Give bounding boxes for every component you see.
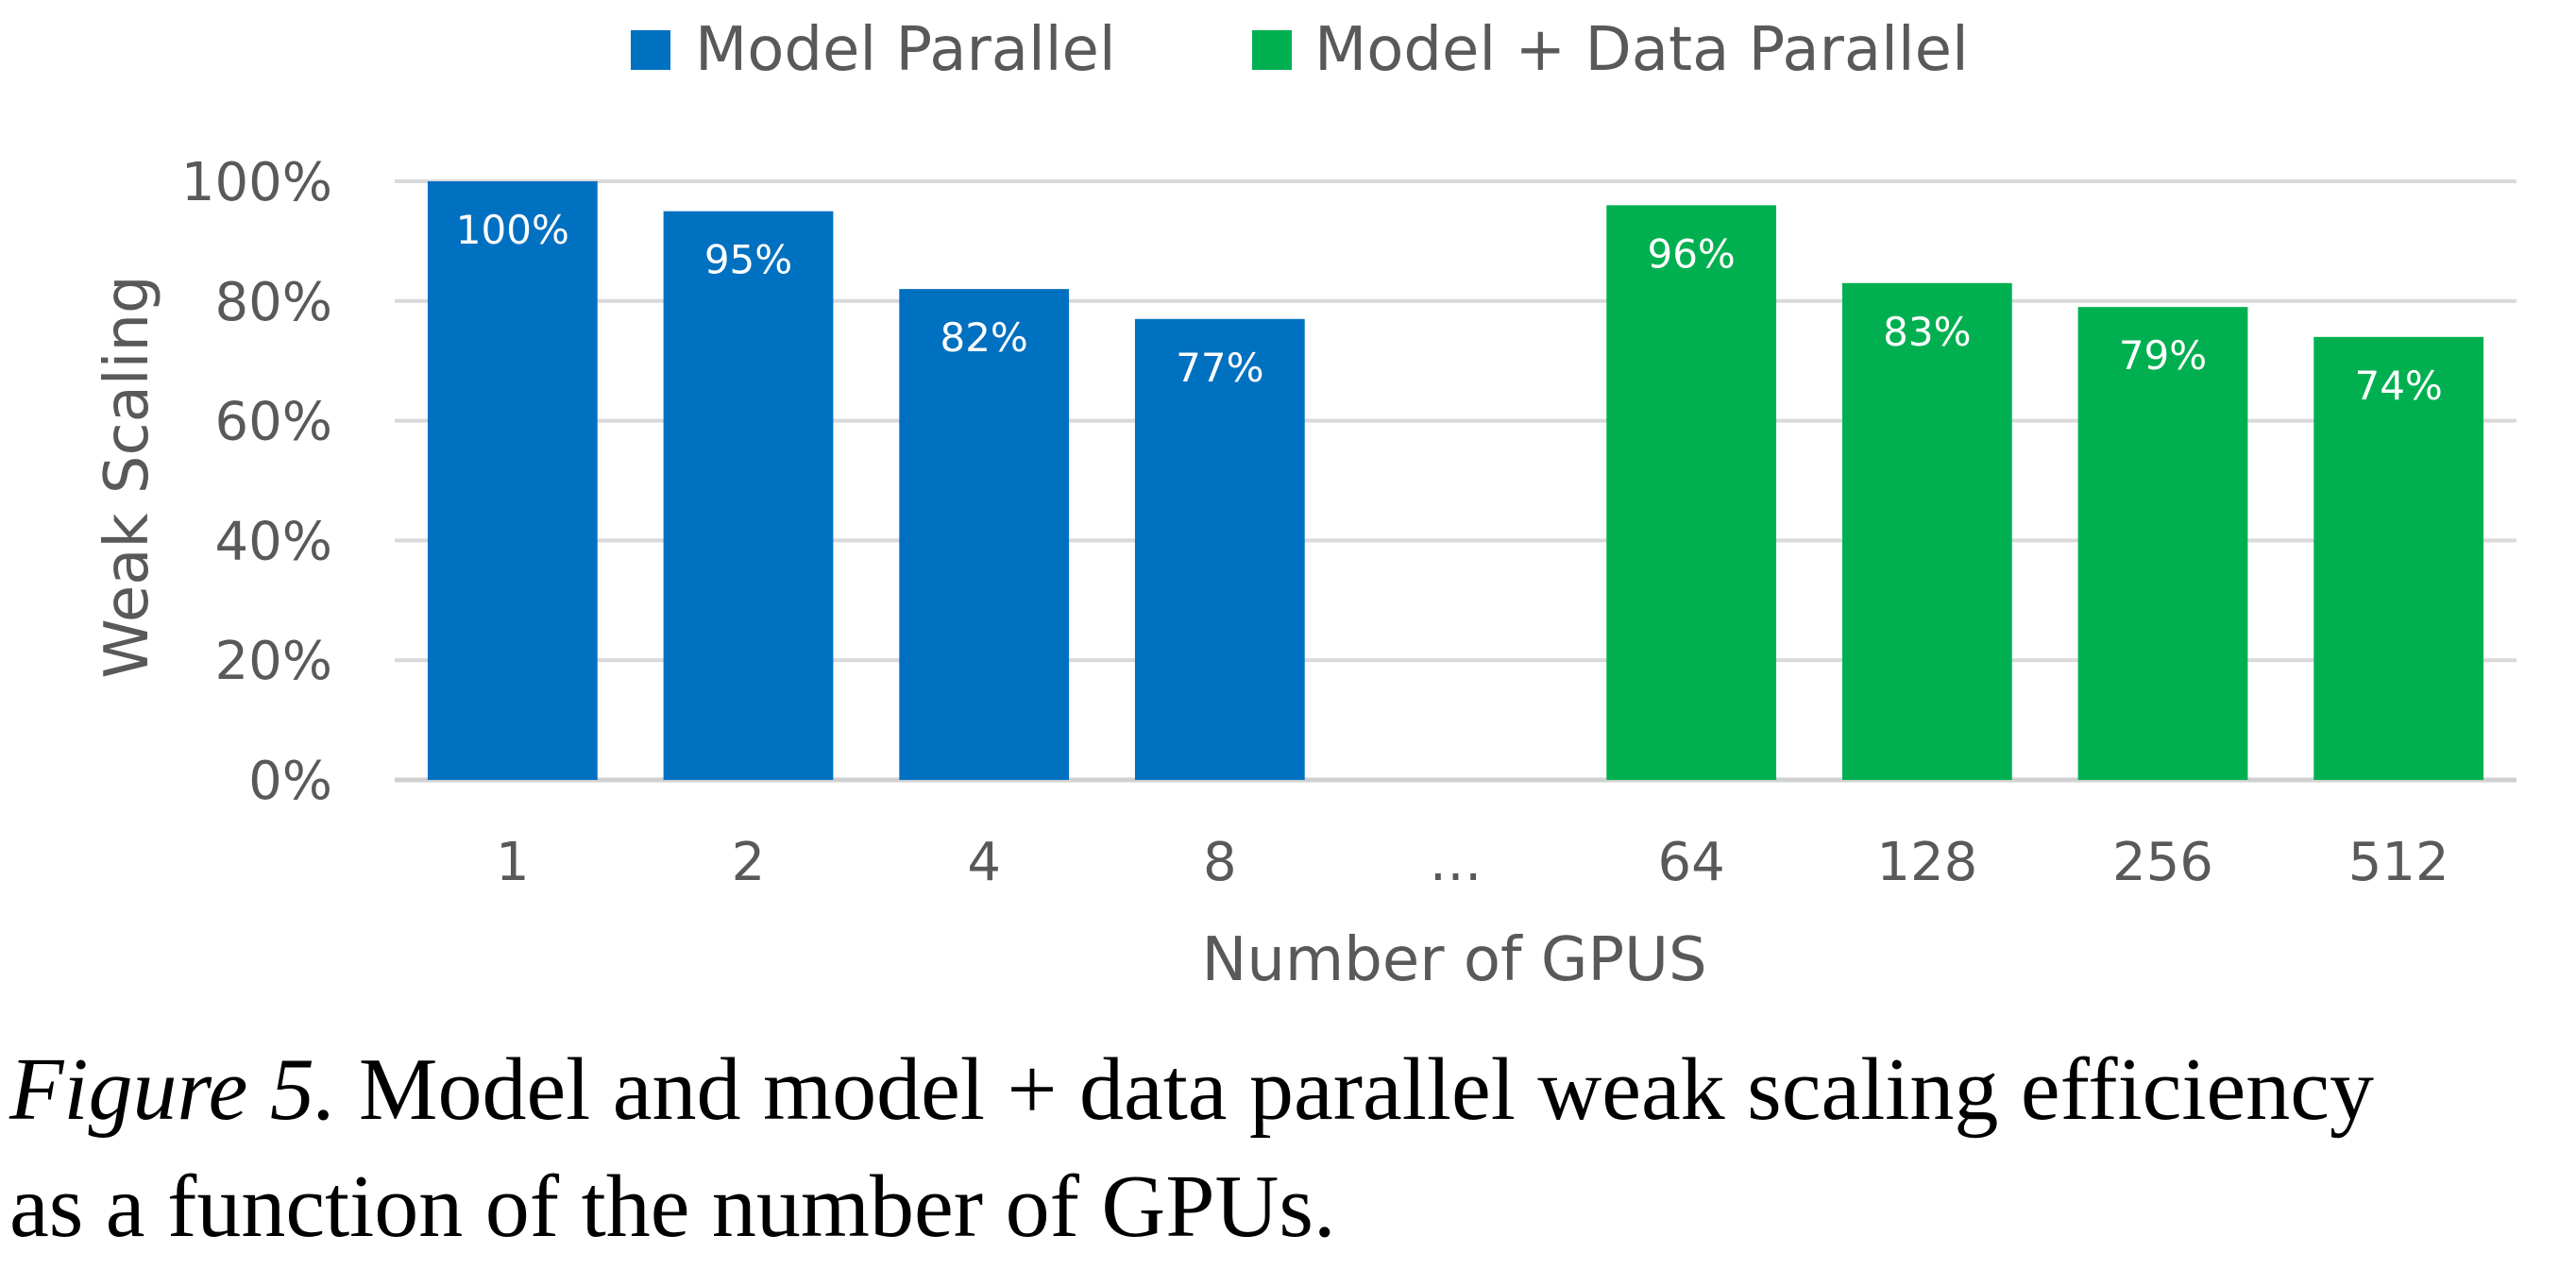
x-tick-label: 2 xyxy=(732,832,766,893)
legend-label: Model Parallel xyxy=(695,15,1116,85)
y-tick-labels: 0% 20% 40% 60% 80% 100% xyxy=(181,152,332,812)
x-tick-label: 512 xyxy=(2348,832,2449,893)
legend-swatch xyxy=(631,30,670,70)
y-tick-label: 60% xyxy=(215,392,332,453)
weak-scaling-chart: 100%95%82%77%96%83%79%74% 0%20%40%60%80%… xyxy=(93,15,2517,995)
y-axis-title: Weak Scaling xyxy=(93,275,162,678)
data-label: 79% xyxy=(2119,332,2207,379)
bar xyxy=(1606,205,1777,781)
x-tick-label: 8 xyxy=(1203,832,1237,893)
x-tick-label: 1 xyxy=(496,832,530,893)
legend-label: Model + Data Parallel xyxy=(1314,15,1969,85)
data-label: 83% xyxy=(1883,309,1971,355)
x-tick-label: 4 xyxy=(967,832,1001,893)
bar xyxy=(899,289,1070,780)
data-label: 96% xyxy=(1647,230,1735,277)
data-label: 74% xyxy=(2354,363,2442,409)
x-tick-label: 256 xyxy=(2112,832,2213,893)
y-tick-label: 80% xyxy=(215,272,332,333)
data-label: 95% xyxy=(704,237,792,283)
caption-line-2: as a function of the number of GPUs. xyxy=(9,1158,1336,1256)
x-tick-label: 64 xyxy=(1658,832,1725,893)
bar xyxy=(1841,282,2012,780)
bar xyxy=(427,181,598,780)
caption-label: Figure 5. xyxy=(9,1041,337,1139)
data-label: 77% xyxy=(1176,345,1263,391)
bar xyxy=(1134,318,1305,780)
x-tick-label: … xyxy=(1430,832,1483,893)
caption-line-1: Figure 5. Model and model + data paralle… xyxy=(9,1031,2576,1148)
bars-group: 100% 95% 82% 77% 96% 83% 79% 74% xyxy=(427,181,2484,781)
x-tick-label: 128 xyxy=(1876,832,1977,893)
y-tick-label: 0% xyxy=(248,751,332,812)
caption-text: Model and model + data parallel weak sca… xyxy=(358,1041,2374,1139)
bar xyxy=(2313,336,2484,780)
figure-caption: Figure 5. Model and model + data paralle… xyxy=(9,1031,2576,1265)
bar xyxy=(2077,307,2248,780)
y-tick-label: 40% xyxy=(215,511,332,572)
legend-swatch xyxy=(1252,30,1292,70)
data-label: 82% xyxy=(940,314,1027,361)
x-axis-title: Number of GPUS xyxy=(1201,925,1706,995)
bar xyxy=(663,211,834,780)
x-tick-labels: 1 2 4 8 … 64 128 256 512 xyxy=(496,832,2449,893)
legend: Model Parallel Model + Data Parallel xyxy=(631,15,1969,85)
data-label: 100% xyxy=(456,207,569,253)
y-tick-label: 100% xyxy=(181,152,332,213)
y-tick-label: 20% xyxy=(215,631,332,692)
